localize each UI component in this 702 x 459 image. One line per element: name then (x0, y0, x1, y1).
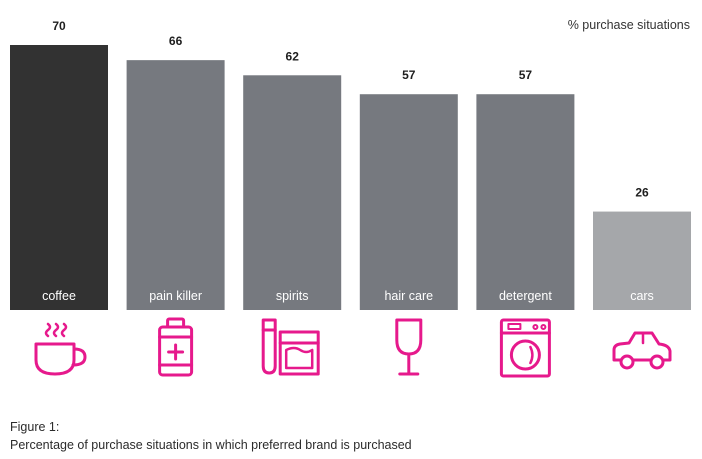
value-label: 57 (519, 68, 533, 82)
category-label: pain killer (149, 289, 202, 303)
category-label: spirits (276, 289, 309, 303)
car-icon (612, 331, 672, 370)
bar-spirits (243, 75, 342, 311)
figure-caption-text: Percentage of purchase situations in whi… (10, 438, 412, 452)
figure-caption-number: Figure 1: (10, 420, 60, 434)
category-label: coffee (42, 289, 76, 303)
value-label: 70 (52, 19, 66, 33)
bar-coffee (10, 45, 108, 310)
category-label: hair care (384, 289, 433, 303)
wine-glass-icon (395, 318, 423, 376)
bar-detergent (476, 94, 575, 310)
bar-pain-killer (126, 60, 225, 311)
category-label: detergent (499, 289, 552, 303)
unit-label: % purchase situations (567, 18, 690, 32)
value-label: 57 (402, 68, 416, 82)
spirits-bottle-glass-icon (261, 318, 320, 376)
category-label: cars (630, 289, 654, 303)
value-label: 26 (635, 186, 649, 200)
value-label: 62 (286, 49, 300, 63)
coffee-cup-icon (34, 322, 87, 376)
bar-chart: 70 coffee 66 pain killer 62 spirits 57 hair car… (10, 19, 691, 378)
bar-cars (593, 211, 691, 310)
bar-hair-care (359, 94, 458, 310)
value-label: 66 (169, 34, 183, 48)
washing-machine-icon (499, 318, 551, 378)
medicine-bottle-icon (158, 317, 194, 377)
